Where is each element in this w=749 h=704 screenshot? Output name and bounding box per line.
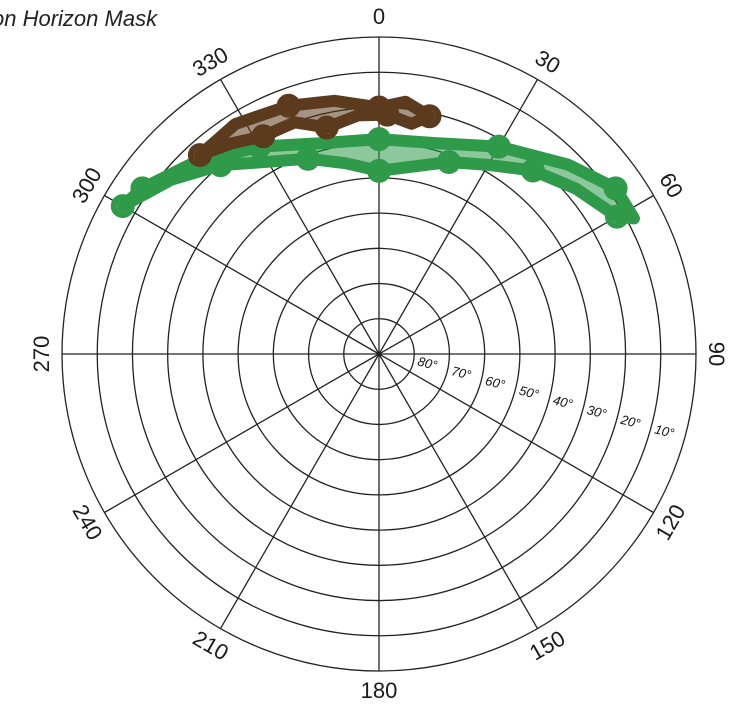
azimuth-spoke: [378, 79, 539, 355]
altitude-label: 40°: [552, 392, 575, 411]
azimuth-label: 60: [654, 168, 688, 202]
azimuth-spoke: [219, 353, 380, 629]
azimuth-spoke: [378, 353, 654, 514]
mask-scribble: [295, 146, 320, 171]
mask-scribble: [486, 134, 511, 159]
horizon-mask-layer: [110, 93, 640, 229]
azimuth-label: 300: [67, 163, 107, 207]
azimuth-spoke: [104, 353, 380, 514]
mask-scribble: [314, 115, 339, 140]
altitude-label: 70°: [450, 363, 473, 382]
azimuth-spoke: [378, 353, 539, 629]
altitude-label: 20°: [618, 412, 642, 432]
azimuth-label: 30: [531, 45, 565, 79]
mask-scribble: [417, 104, 442, 129]
mask-scribble: [604, 204, 629, 229]
mask-scribble: [367, 127, 391, 152]
altitude-label: 50°: [518, 383, 541, 402]
azimuth-spoke: [104, 194, 380, 355]
mask-scribble: [367, 95, 391, 120]
mask-scribble: [367, 158, 391, 183]
mask-scribble: [208, 153, 233, 178]
chart-title: on Horizon Mask: [0, 6, 158, 31]
mask-scribble: [603, 176, 628, 201]
altitude-label: 30°: [585, 402, 608, 421]
azimuth-label: 0: [373, 4, 385, 29]
azimuth-label: 270: [29, 336, 54, 373]
mask-scribble: [520, 158, 545, 183]
mask-scribble: [130, 176, 155, 201]
azimuth-spokes: [62, 37, 696, 671]
mask-scribble: [276, 93, 301, 118]
azimuth-label: 330: [188, 42, 232, 82]
mask-scribble: [251, 124, 276, 149]
mask-scribble: [110, 194, 135, 219]
mask-scribble: [187, 143, 212, 168]
altitude-label: 80°: [416, 354, 439, 373]
azimuth-label: 90: [704, 342, 729, 366]
altitude-labels: 80° 70° 60° 50° 40° 30° 20° 10°: [416, 354, 676, 441]
altitude-label: 60°: [484, 373, 507, 392]
altitude-label: 10°: [653, 422, 676, 441]
azimuth-label: 180: [361, 678, 398, 703]
mask-scribble: [436, 150, 461, 175]
